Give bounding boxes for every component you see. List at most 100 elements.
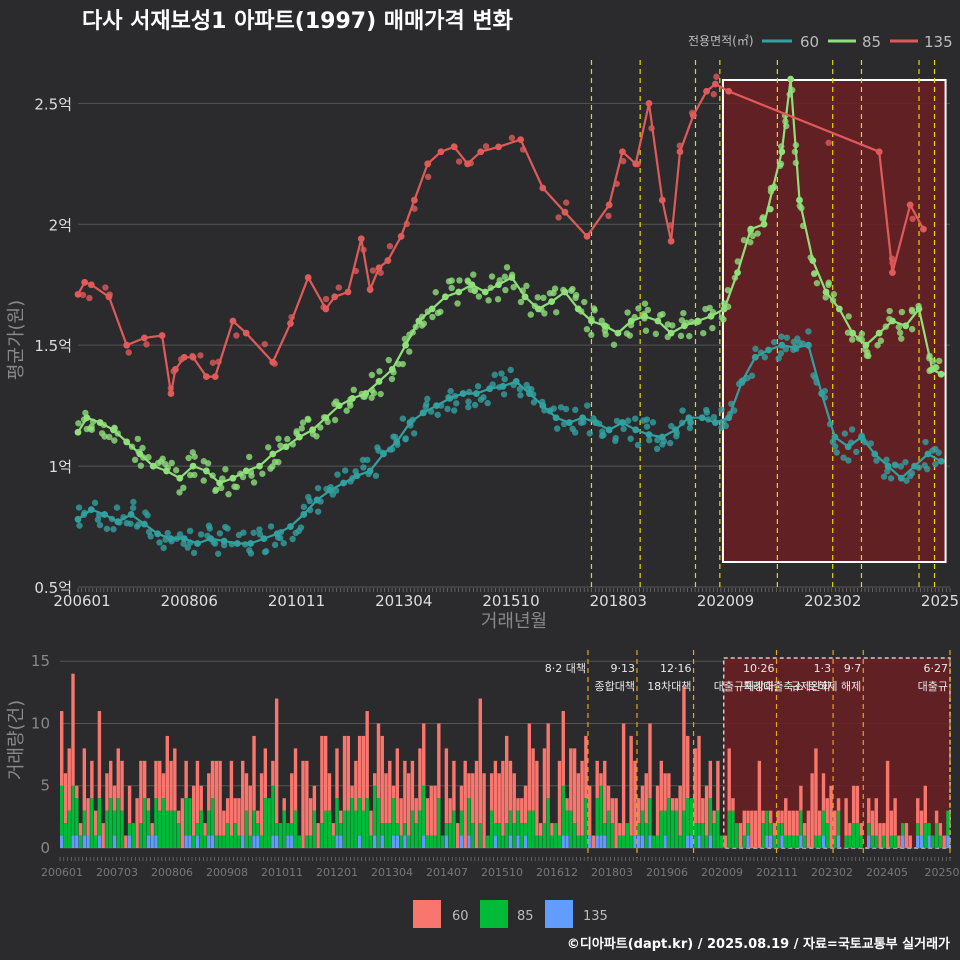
scatter-point-85 (623, 330, 631, 337)
volume-bar-60 (459, 785, 464, 811)
scatter-point-85 (822, 294, 829, 301)
legend-label-60: 60 (800, 33, 819, 51)
scatter-point-85 (75, 420, 82, 427)
scatter-point-60 (410, 430, 418, 437)
volume-bar-85 (271, 785, 275, 836)
volume-bar-60 (923, 785, 927, 824)
scatter-point-60 (782, 346, 790, 353)
scatter-point-85 (139, 444, 146, 452)
volume-bar-60 (806, 810, 811, 848)
volume-bar-60 (425, 798, 430, 836)
volume-bar-85 (142, 798, 147, 848)
scatter-point-60 (261, 548, 269, 556)
volume-bar-85 (889, 835, 894, 848)
volume-bar-60 (180, 798, 185, 848)
volume-bar-60 (814, 748, 818, 836)
volume-bar-85 (116, 798, 120, 848)
volume-bar-135 (595, 835, 599, 848)
series-point-85 (778, 148, 786, 156)
scatter-point-60 (305, 493, 312, 501)
scatter-point-60 (569, 425, 576, 433)
volume-bar-60 (603, 760, 607, 824)
scatter-point-60 (883, 456, 890, 464)
x-tick-label: 201510 (482, 592, 539, 610)
volume-bar-85 (550, 835, 554, 848)
scatter-point-85 (305, 416, 312, 423)
series-point-60 (433, 402, 440, 410)
series-point-85 (734, 269, 741, 277)
volume-bar-135 (444, 835, 449, 848)
scatter-point-60 (775, 355, 782, 362)
scatter-point-60 (292, 529, 300, 537)
scatter-point-85 (225, 491, 232, 498)
series-point-85 (242, 467, 250, 475)
volume-bar-60 (301, 760, 305, 848)
volume-bar-60 (934, 810, 939, 824)
volume-bar-60 (357, 735, 362, 799)
volume-bar-60 (346, 735, 351, 811)
volume-bar-60 (199, 785, 203, 811)
scatter-point-135 (209, 359, 217, 366)
series-point-85 (256, 462, 263, 470)
series-point-85 (720, 305, 728, 313)
volume-bar-60 (399, 798, 403, 836)
volume-bar-60 (158, 760, 162, 811)
volume-bar-85 (305, 835, 309, 848)
volume-bar-60 (482, 773, 486, 848)
policy-name-label: 특례대출축소 토허제 해제 (743, 679, 861, 693)
volume-bar-60 (109, 760, 113, 799)
volume-bar-135 (391, 835, 396, 848)
scatter-point-85 (180, 484, 187, 492)
volume-bar-60 (116, 748, 120, 799)
volume-bar-135 (633, 835, 637, 848)
series-point-85 (189, 462, 197, 470)
volume-bar-60 (795, 810, 799, 836)
volume-x-tick-label: 201304 (371, 866, 413, 879)
volume-bar-85 (78, 835, 83, 848)
policy-name-label: 대출규 (918, 680, 948, 693)
series-point-60 (101, 511, 108, 518)
series-point-60 (393, 438, 401, 446)
scatter-point-60 (833, 449, 840, 456)
scatter-point-85 (250, 479, 258, 486)
scatter-point-85 (212, 486, 220, 493)
volume-bar-85 (542, 823, 547, 848)
scatter-point-85 (908, 308, 916, 315)
volume-bar-85 (667, 798, 671, 848)
volume-bar-85 (60, 785, 64, 836)
scatter-point-85 (313, 433, 320, 440)
volume-bar-60 (772, 823, 777, 836)
volume-y-tick-label: 15 (31, 652, 50, 670)
scatter-point-135 (335, 284, 343, 291)
volume-bar-85 (93, 835, 98, 848)
scatter-point-60 (500, 391, 508, 398)
volume-bar-85 (425, 835, 430, 848)
series-point-60 (74, 515, 82, 523)
volume-bar-85 (538, 835, 543, 848)
series-point-135 (539, 184, 547, 192)
volume-bar-85 (229, 835, 234, 848)
volume-bar-85 (689, 798, 694, 836)
scatter-point-60 (584, 402, 591, 409)
volume-bar-85 (501, 835, 505, 848)
scatter-point-60 (867, 440, 875, 447)
series-point-60 (233, 540, 241, 547)
volume-bar-60 (497, 773, 501, 824)
scatter-point-85 (583, 326, 591, 333)
scatter-point-85 (848, 336, 856, 343)
scatter-point-85 (488, 273, 496, 280)
scatter-point-85 (284, 435, 291, 443)
scatter-point-60 (841, 430, 849, 437)
policy-name-label: 규제완화 (791, 680, 831, 693)
series-point-60 (858, 433, 865, 441)
scatter-point-60 (314, 508, 322, 515)
series-point-85 (441, 293, 449, 301)
scatter-point-85 (191, 453, 198, 460)
volume-bar-60 (851, 785, 856, 824)
volume-bar-85 (75, 798, 79, 836)
series-point-135 (304, 274, 312, 281)
volume-bar-85 (520, 823, 524, 848)
volume-bar-60 (629, 735, 633, 836)
scatter-point-135 (713, 73, 720, 80)
footer-credit: ©디아파트(dapt.kr) / 2025.08.19 / 자료=국토교통부 실… (567, 936, 950, 952)
